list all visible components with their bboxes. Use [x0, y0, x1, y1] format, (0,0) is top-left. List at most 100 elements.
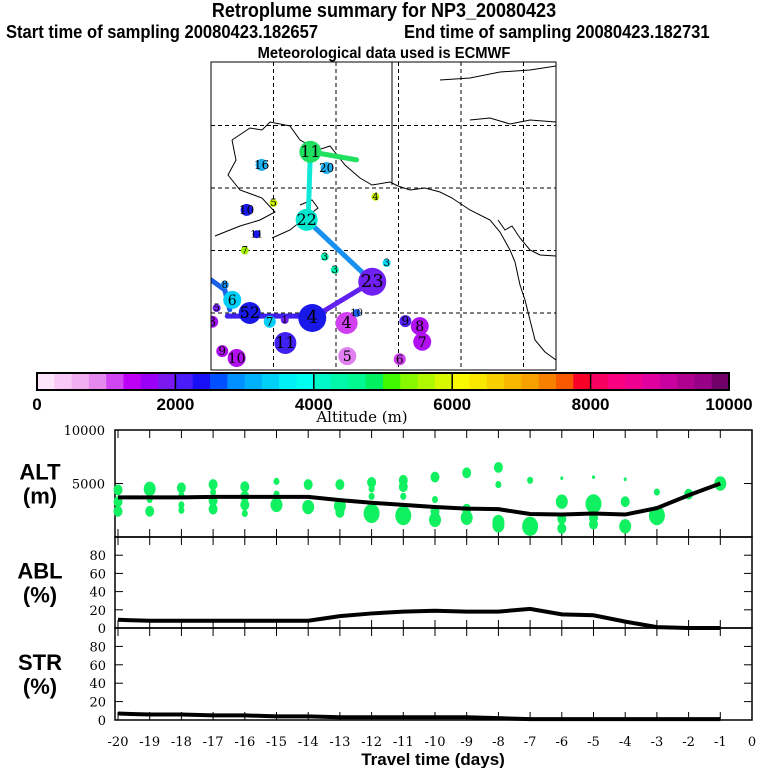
altitude-dot [240, 481, 250, 493]
x-tick-label: -1 [714, 735, 727, 750]
plume-day-label: 23 [361, 271, 384, 292]
coastline [214, 139, 276, 237]
x-tick-label: -5 [587, 735, 600, 750]
altitude-dot [208, 479, 218, 490]
colorbar-cell [452, 373, 470, 390]
x-axis-label: Travel time (days) [361, 750, 505, 768]
colorbar-cell [88, 373, 107, 390]
colorbar-cell [469, 373, 488, 390]
plume-day-label: 3 [332, 265, 338, 276]
x-tick-label: -3 [651, 735, 664, 750]
altitude-dot [432, 495, 438, 504]
altitude-dot [208, 503, 218, 515]
colorbar-cell [711, 373, 730, 390]
plume-day-label: 4 [372, 192, 378, 203]
y-axis-label-line: (m) [23, 484, 57, 509]
altitude-dot [492, 518, 505, 533]
altitude-dot [210, 488, 217, 496]
y-axis-label: ALT (m) [19, 460, 61, 509]
plume-center-marker [263, 315, 276, 328]
altitude-dot [462, 467, 472, 479]
plume-center-marker [211, 315, 219, 328]
plume-day-label: 3 [322, 252, 328, 263]
colorbar-cell [486, 373, 505, 390]
plume-day-label: 7 [242, 246, 248, 257]
plume-day-label: 3 [383, 258, 389, 269]
y-axis-label-line: ALT [19, 460, 61, 485]
altitude-dot [589, 518, 598, 530]
x-tick-label: -15 [266, 735, 287, 750]
plume-day-label: 10 [239, 203, 254, 217]
altitude-dot [368, 492, 375, 500]
colorbar-cell [175, 373, 194, 390]
plume-day-label: 10 [350, 308, 363, 319]
colorbar-cell [37, 373, 55, 390]
end-time: End time of sampling 20080423.182731 [404, 22, 710, 42]
plume-center-marker [352, 309, 361, 317]
altitude-dot [398, 481, 408, 493]
altitude-dot [460, 510, 473, 525]
x-tick-label: -6 [555, 735, 568, 750]
altitude-dot [113, 484, 123, 496]
met-data-note: Meteorological data used is ECMWF [257, 45, 511, 62]
colorbar-cell [625, 373, 643, 390]
y-tick-label: 60 [89, 567, 106, 582]
altitude-dot [113, 505, 123, 517]
coastline [497, 219, 556, 257]
altitude-dot [273, 477, 280, 485]
plume-day-label: 3 [208, 315, 216, 329]
colorbar-cell [642, 373, 661, 390]
plume-center-marker [212, 304, 221, 312]
x-tick-label: -8 [492, 735, 505, 750]
altitude-dot [429, 512, 441, 528]
x-tick-label: -16 [234, 735, 255, 750]
colorbar-cell [227, 373, 246, 390]
colorbar-cell [607, 373, 626, 390]
altitude-dot [557, 523, 567, 534]
coastline [439, 65, 556, 81]
colorbar-cell [694, 373, 713, 390]
altitude-dot [555, 494, 568, 509]
colorbar-cell [521, 373, 540, 390]
plume-day-label: 5 [343, 349, 352, 365]
colorbar-tick-label: 0 [32, 395, 41, 414]
altitude-dot [145, 505, 155, 517]
colorbar-cell [590, 373, 609, 390]
series-line-str [117, 711, 721, 722]
start-time: Start time of sampling 20080423.182657 [6, 22, 319, 42]
plume-day-label: 9 [218, 344, 226, 358]
colorbar-cell [244, 373, 263, 390]
altitude-dot [560, 476, 564, 480]
altitude-dot [585, 494, 602, 514]
x-tick-label: -20 [108, 735, 129, 750]
altitude-dot [430, 471, 440, 483]
altitude-dot [400, 492, 407, 500]
plume-center-marker [320, 252, 329, 261]
plume-center-marker [298, 304, 327, 332]
colorbar-cell [71, 373, 90, 390]
plume-center-marker [238, 302, 261, 324]
plume-day-label: 7 [418, 335, 427, 351]
altitude-dot [623, 477, 627, 482]
y-tick-label: 20 [89, 696, 106, 711]
plume-center-marker [410, 317, 429, 336]
colorbar-cell [123, 373, 142, 390]
x-tick-label: -12 [361, 735, 382, 750]
plume-day-label: 7 [266, 315, 274, 329]
plume-day-label: 11 [300, 142, 320, 161]
altitude-dot [493, 462, 503, 473]
plume-center-marker [216, 345, 229, 358]
y-tick-label: 20 [89, 604, 106, 619]
plume-center-marker [295, 208, 318, 231]
plume-center-marker [338, 347, 357, 366]
x-tick-label: -9 [460, 735, 473, 750]
colorbar-cell [365, 373, 384, 390]
colorbar-cell [210, 373, 228, 390]
colorbar-tick-label: 2000 [156, 395, 194, 414]
x-tick-label: -11 [393, 735, 414, 750]
plume-day-label: 9 [402, 314, 410, 328]
colorbar-cell [434, 373, 453, 390]
altitude-dot [303, 479, 313, 490]
x-tick-label: -17 [203, 735, 224, 750]
